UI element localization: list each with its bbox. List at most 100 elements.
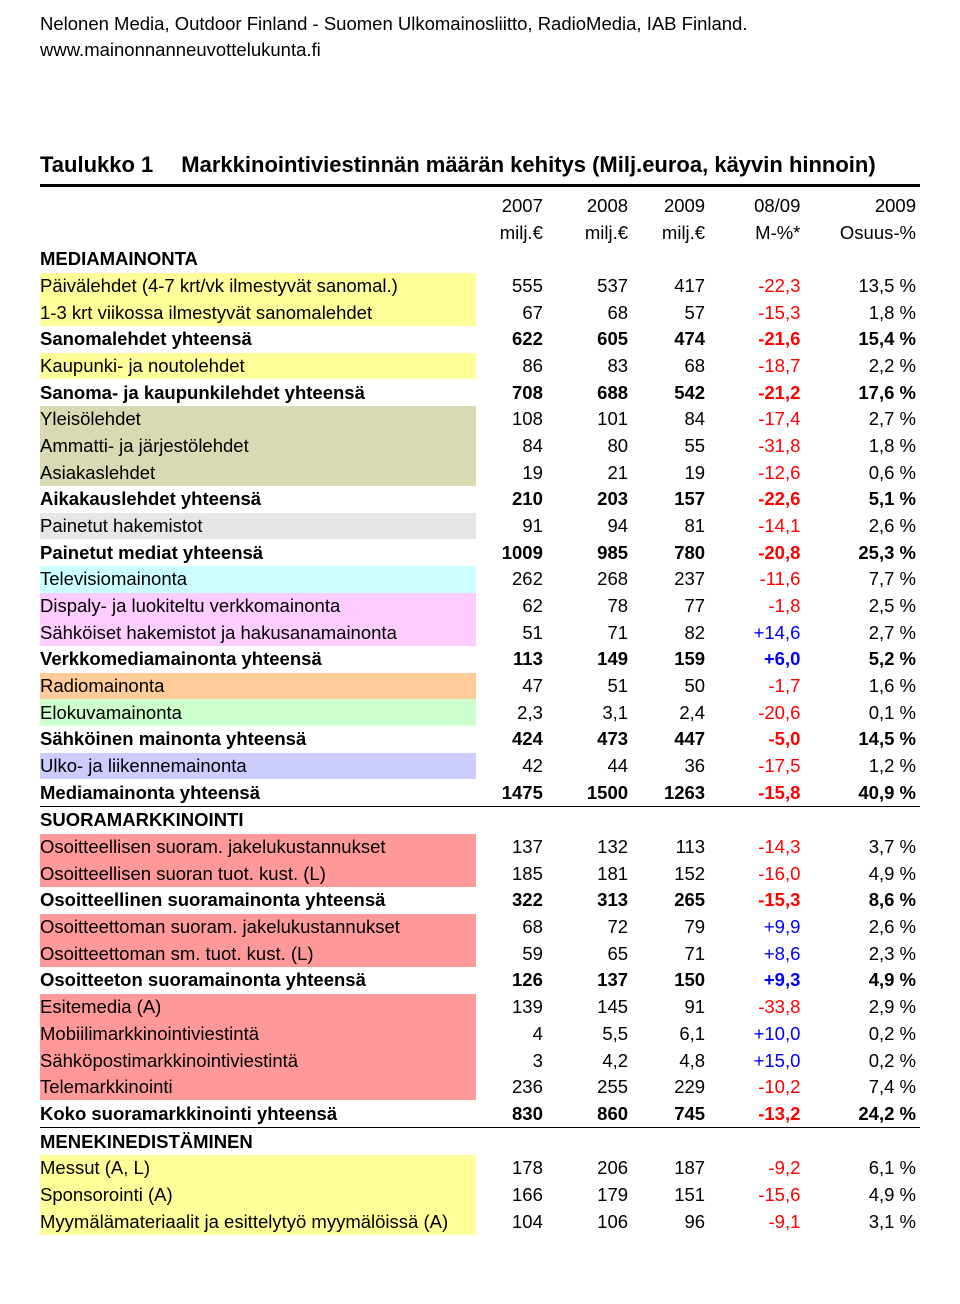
cell: 2,5 %	[804, 593, 920, 620]
table-row: Telemarkkinointi236255229-10,27,4 %	[40, 1074, 920, 1101]
cell: 4,2	[547, 1047, 632, 1074]
cell: 62	[476, 593, 547, 620]
cell: +9,3	[709, 967, 804, 994]
cell: -15,8	[709, 779, 804, 806]
cell	[547, 806, 632, 833]
row-label: Osoitteeton suoramainonta yhteensä	[40, 967, 476, 994]
table-row: SUORAMARKKINOINTI	[40, 806, 920, 833]
cell: -22,3	[709, 273, 804, 300]
cell: 2,4	[632, 699, 709, 726]
table-row: MEDIAMAINONTA	[40, 246, 920, 273]
cell: 255	[547, 1074, 632, 1101]
cell: 84	[476, 433, 547, 460]
table-row: Osoitteettoman suoram. jakelukustannukse…	[40, 914, 920, 941]
cell: 91	[632, 994, 709, 1021]
row-label: Sponsorointi (A)	[40, 1181, 476, 1208]
table-row: Ulko- ja liikennemainonta424436-17,51,2 …	[40, 753, 920, 780]
cell: 14,5 %	[804, 726, 920, 753]
row-label: Elokuvamainonta	[40, 699, 476, 726]
cell: -5,0	[709, 726, 804, 753]
cell: 13,5 %	[804, 273, 920, 300]
cell: 42	[476, 753, 547, 780]
hdr-blank	[40, 193, 476, 220]
cell: -20,8	[709, 539, 804, 566]
row-label: 1-3 krt viikossa ilmestyvät sanomalehdet	[40, 299, 476, 326]
cell: -33,8	[709, 994, 804, 1021]
hdr-u3: milj.€	[632, 219, 709, 246]
cell	[632, 806, 709, 833]
cell: 91	[476, 513, 547, 540]
cell: -21,6	[709, 326, 804, 353]
cell: 860	[547, 1100, 632, 1127]
table-row: Mediamainonta yhteensä147515001263-15,84…	[40, 779, 920, 806]
row-label: Kaupunki- ja noutolehdet	[40, 353, 476, 380]
row-label: Ammatti- ja järjestölehdet	[40, 433, 476, 460]
cell: -17,5	[709, 753, 804, 780]
cell: 78	[547, 593, 632, 620]
cell: -18,7	[709, 353, 804, 380]
cell: 152	[632, 860, 709, 887]
cell: 51	[476, 619, 547, 646]
cell: -1,8	[709, 593, 804, 620]
cell: -14,3	[709, 834, 804, 861]
cell: -15,6	[709, 1181, 804, 1208]
cell: 82	[632, 619, 709, 646]
cell: 537	[547, 273, 632, 300]
cell: 181	[547, 860, 632, 887]
cell: -15,3	[709, 887, 804, 914]
cell: 179	[547, 1181, 632, 1208]
cell: 4,9 %	[804, 1181, 920, 1208]
cell: -9,2	[709, 1155, 804, 1182]
cell: 57	[632, 299, 709, 326]
cell: 15,4 %	[804, 326, 920, 353]
cell: 145	[547, 994, 632, 1021]
cell: 113	[632, 834, 709, 861]
cell: 417	[632, 273, 709, 300]
cell: 447	[632, 726, 709, 753]
cell: 605	[547, 326, 632, 353]
cell: +10,0	[709, 1020, 804, 1047]
cell: 159	[632, 646, 709, 673]
row-label: Ulko- ja liikennemainonta	[40, 753, 476, 780]
row-label: Osoitteellisen suoram. jakelukustannukse…	[40, 834, 476, 861]
cell: 1,8 %	[804, 299, 920, 326]
row-label: Osoitteettoman suoram. jakelukustannukse…	[40, 914, 476, 941]
cell: 780	[632, 539, 709, 566]
cell: 2,3 %	[804, 940, 920, 967]
table-row: Radiomainonta475150-1,71,6 %	[40, 673, 920, 700]
hdr-0809: 08/09	[709, 193, 804, 220]
row-label: Osoitteettoman sm. tuot. kust. (L)	[40, 940, 476, 967]
row-label: Painetut mediat yhteensä	[40, 539, 476, 566]
cell: -10,2	[709, 1074, 804, 1101]
table-row: Esitemedia (A)13914591-33,82,9 %	[40, 994, 920, 1021]
cell: 5,5	[547, 1020, 632, 1047]
table-row: Sähköinen mainonta yhteensä424473447-5,0…	[40, 726, 920, 753]
cell: 71	[547, 619, 632, 646]
row-label: Aikakauslehdet yhteensä	[40, 486, 476, 513]
cell: 137	[476, 834, 547, 861]
cell	[804, 246, 920, 273]
table-row: Messut (A, L)178206187-9,26,1 %	[40, 1155, 920, 1182]
source-url: www.mainonnanneuvottelukunta.fi	[40, 38, 920, 62]
cell: 268	[547, 566, 632, 593]
table-row: Aikakauslehdet yhteensä210203157-22,65,1…	[40, 486, 920, 513]
row-label: Radiomainonta	[40, 673, 476, 700]
cell: 5,1 %	[804, 486, 920, 513]
row-label: Verkkomediamainonta yhteensä	[40, 646, 476, 673]
cell: 2,7 %	[804, 406, 920, 433]
source-line: Nelonen Media, Outdoor Finland - Suomen …	[40, 12, 920, 36]
row-label: MEDIAMAINONTA	[40, 246, 476, 273]
row-label: Painetut hakemistot	[40, 513, 476, 540]
hdr-u2: milj.€	[547, 219, 632, 246]
cell: 2,6 %	[804, 513, 920, 540]
row-label: Esitemedia (A)	[40, 994, 476, 1021]
cell: 25,3 %	[804, 539, 920, 566]
cell: 44	[547, 753, 632, 780]
cell: 1263	[632, 779, 709, 806]
cell: 4,9 %	[804, 967, 920, 994]
cell: 68	[632, 353, 709, 380]
row-label: Sanomalehdet yhteensä	[40, 326, 476, 353]
cell: 126	[476, 967, 547, 994]
table-row: Myymälämateriaalit ja esittelytyö myymäl…	[40, 1208, 920, 1235]
row-label: Koko suoramarkkinointi yhteensä	[40, 1100, 476, 1127]
